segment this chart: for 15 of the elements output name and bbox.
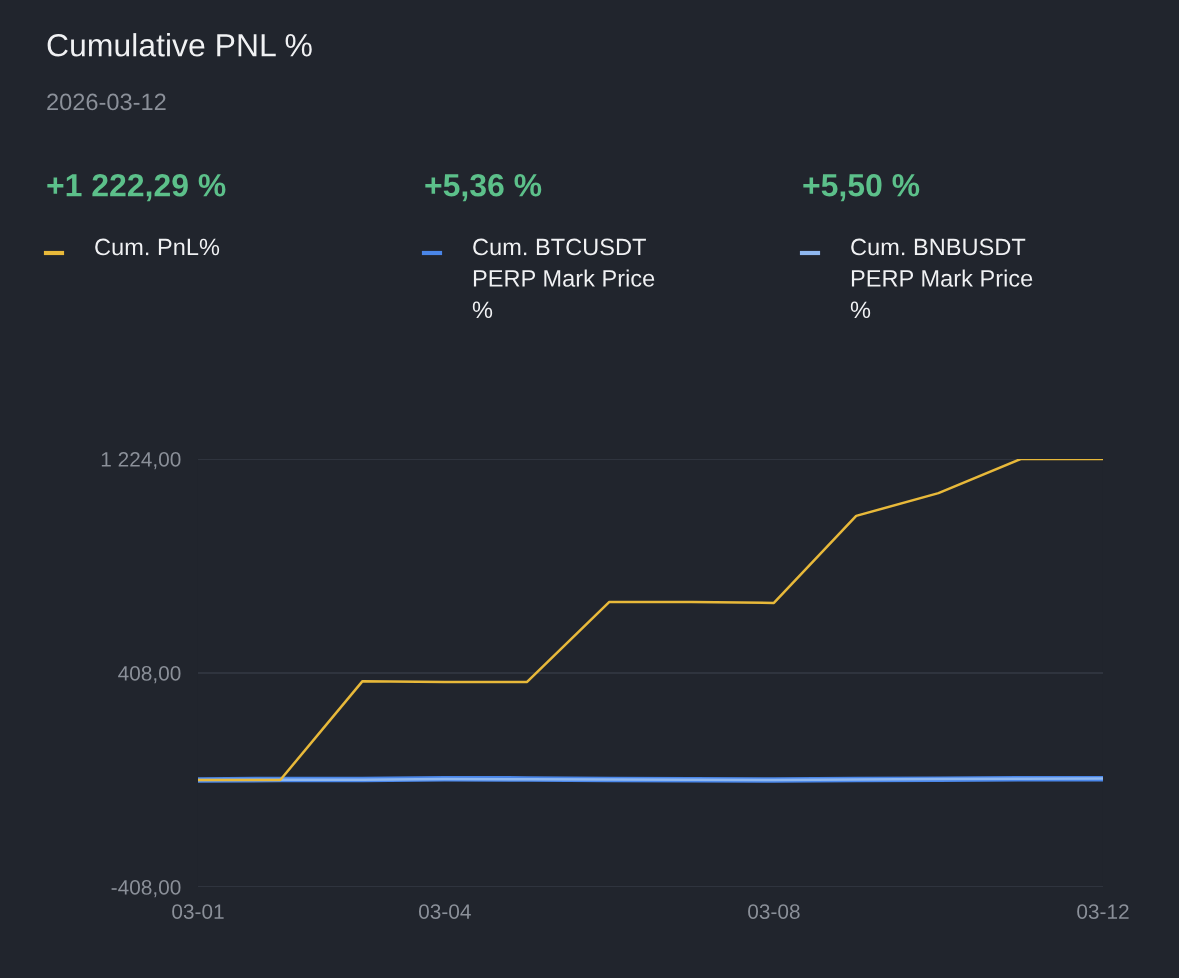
chart-subtitle: 2026-03-12 (47, 93, 166, 111)
x-tick-label: 03-01 (172, 904, 224, 919)
x-tick-label: 03-12 (1077, 904, 1129, 919)
y-tick-label: -408,00 (111, 880, 181, 898)
legend-label: Cum. BTCUSDT PERP Mark Price % (472, 238, 655, 319)
x-tick-label: 03-08 (748, 904, 800, 919)
text: +1 222,29 % (47, 173, 226, 202)
x-tick-label: 03-04 (418, 904, 471, 919)
text: +5,36 % (425, 173, 542, 202)
y-tick-label: 1 224,00 (101, 452, 181, 470)
chart-title: Cumulative PNL % (47, 33, 312, 57)
legend-label: Cum. PnL% (95, 238, 220, 256)
legend-label: Cum. BNBUSDT PERP Mark Price % (850, 238, 1033, 319)
y-tick-label: 408,00 (118, 666, 181, 684)
text: +5,50 % (803, 173, 920, 202)
